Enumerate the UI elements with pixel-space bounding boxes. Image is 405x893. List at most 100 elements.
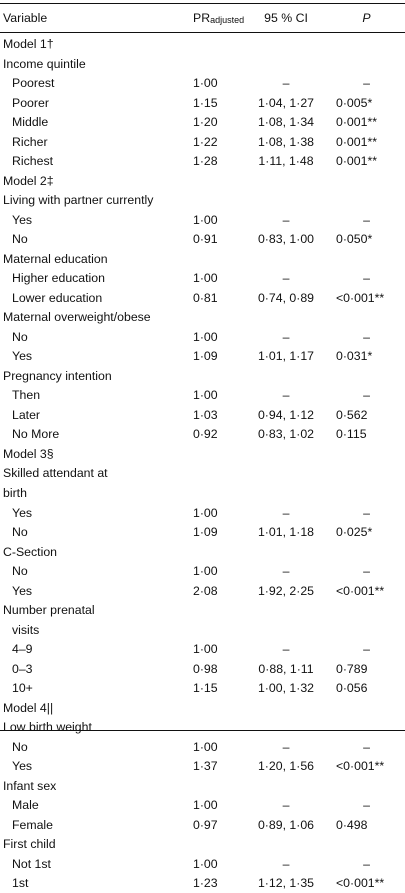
row-label: Maternal overweight/obese — [3, 310, 151, 325]
row-label: 10+ — [12, 681, 33, 696]
header-ci: 95 % CI — [264, 11, 308, 25]
row-ci: – — [282, 388, 290, 403]
row-label: Later — [12, 407, 41, 422]
table-row: Lower education 0·81 0·74, 0·89 <0·001** — [0, 289, 405, 308]
row-pr: 2·08 — [193, 583, 218, 598]
table-row: 1st 1·23 1·12, 1·35 <0·001** — [0, 874, 405, 893]
row-ci: – — [282, 739, 290, 754]
table-row: Living with partner currently — [0, 191, 405, 210]
row-ci: 1·20, 1·56 — [257, 759, 315, 774]
table-row: Yes 1·00 – – — [0, 504, 405, 523]
row-p: 0·001** — [336, 134, 378, 149]
header-p: P — [362, 11, 371, 25]
table-row: Later 1·03 0·94, 1·12 0·562 — [0, 406, 405, 425]
row-p: 0·498 — [336, 817, 368, 832]
row-pr: 1·00 — [193, 856, 218, 871]
table-row: Skilled attendant at — [0, 464, 405, 483]
row-label: No More — [12, 427, 60, 442]
row-pr: 1·15 — [193, 681, 218, 696]
table-row: Middle 1·20 1·08, 1·34 0·001** — [0, 113, 405, 132]
table-row: Male 1·00 – – — [0, 796, 405, 815]
table-row: Model 4|| — [0, 699, 405, 718]
table-row: Yes 1·00 – – — [0, 211, 405, 230]
row-label: First child — [3, 837, 56, 852]
header-pr-sub: adjusted — [210, 15, 245, 25]
row-p: 0·050* — [336, 232, 373, 247]
row-p: <0·001** — [336, 876, 385, 891]
table-row: Pregnancy intention — [0, 367, 405, 386]
row-label: Infant sex — [3, 778, 57, 793]
table-row: 4–9 1·00 – – — [0, 640, 405, 659]
row-ci: – — [282, 642, 290, 657]
row-label: Lower education — [12, 290, 103, 305]
header-pr: PRadjusted — [193, 7, 244, 31]
table-row: birth — [0, 484, 405, 503]
table-row: No 1·09 1·01, 1·18 0·025* — [0, 523, 405, 542]
table-row: Higher education 1·00 – – — [0, 269, 405, 288]
row-ci: 1·08, 1·34 — [257, 115, 315, 130]
row-label: Richest — [12, 154, 54, 169]
row-p: – — [363, 798, 370, 813]
row-ci: – — [282, 76, 290, 90]
row-pr: 1·20 — [193, 115, 218, 130]
row-label: No — [12, 525, 28, 539]
table-row: Poorer 1·15 1·04, 1·27 0·005* — [0, 94, 405, 113]
table-row: Model 2‡ — [0, 172, 405, 191]
row-ci: – — [282, 212, 290, 227]
table-row: Model 1† — [0, 35, 405, 54]
row-label: No — [12, 329, 28, 344]
row-ci: – — [282, 505, 290, 520]
table-row: No 0·91 0·83, 1·00 0·050* — [0, 230, 405, 249]
table-row: Maternal overweight/obese — [0, 308, 405, 327]
table-row: Not 1st 1·00 – – — [0, 855, 405, 874]
row-ci: 1·00, 1·32 — [257, 681, 315, 696]
row-pr: 1·00 — [193, 564, 218, 578]
row-pr: 1·00 — [193, 329, 218, 344]
row-ci: 0·89, 1·06 — [257, 817, 315, 832]
row-pr: 0·81 — [193, 290, 218, 305]
header-variable: Variable — [3, 11, 48, 25]
row-label: 1st — [12, 876, 29, 891]
row-label: Middle — [12, 115, 49, 130]
table-row: Maternal education — [0, 250, 405, 269]
row-p: – — [363, 505, 370, 520]
row-label: Yes — [12, 759, 33, 774]
table-row: 10+ 1·15 1·00, 1·32 0·056 — [0, 679, 405, 698]
row-ci: – — [282, 271, 290, 286]
row-p: – — [363, 212, 370, 227]
row-pr: 1·00 — [193, 505, 218, 520]
row-ci: 0·74, 0·89 — [257, 290, 315, 305]
row-p: 0·025* — [336, 525, 373, 539]
row-p: <0·001** — [336, 290, 385, 305]
results-table: Variable PRadjusted 95 % CI P Model 1† In… — [0, 3, 405, 890]
row-p: <0·001** — [336, 583, 385, 598]
row-pr: 0·98 — [193, 661, 218, 676]
row-ci: 1·04, 1·27 — [257, 95, 315, 110]
table-row: Yes 1·09 1·01, 1·17 0·031* — [0, 347, 405, 366]
row-p: – — [363, 642, 370, 657]
table-row: Richer 1·22 1·08, 1·38 0·001** — [0, 133, 405, 152]
row-label: No — [12, 232, 28, 247]
header-pr-main: PR — [193, 11, 211, 25]
row-ci: 0·83, 1·02 — [257, 427, 315, 442]
row-label: Female — [12, 817, 54, 832]
row-label: C-Section — [3, 544, 57, 559]
row-ci: 0·94, 1·12 — [257, 407, 315, 422]
table-row: No 1·00 – – — [0, 738, 405, 757]
row-pr: 0·92 — [193, 427, 218, 442]
table-row: Female 0·97 0·89, 1·06 0·498 — [0, 816, 405, 835]
bottom-rule — [0, 730, 405, 731]
table-row: C-Section — [0, 543, 405, 562]
table-row: Infant sex — [0, 777, 405, 796]
row-p: 0·005* — [336, 95, 373, 110]
row-label: Male — [12, 798, 39, 813]
row-label: Higher education — [12, 271, 105, 286]
row-pr: 1·00 — [193, 642, 218, 657]
row-pr: 1·00 — [193, 212, 218, 227]
row-ci: 1·92, 2·25 — [257, 583, 315, 598]
row-ci: 1·12, 1·35 — [257, 876, 315, 891]
row-p: – — [363, 856, 370, 871]
row-label: No — [12, 564, 28, 578]
row-label: Income quintile — [3, 56, 86, 71]
row-ci: 1·01, 1·17 — [257, 349, 315, 364]
